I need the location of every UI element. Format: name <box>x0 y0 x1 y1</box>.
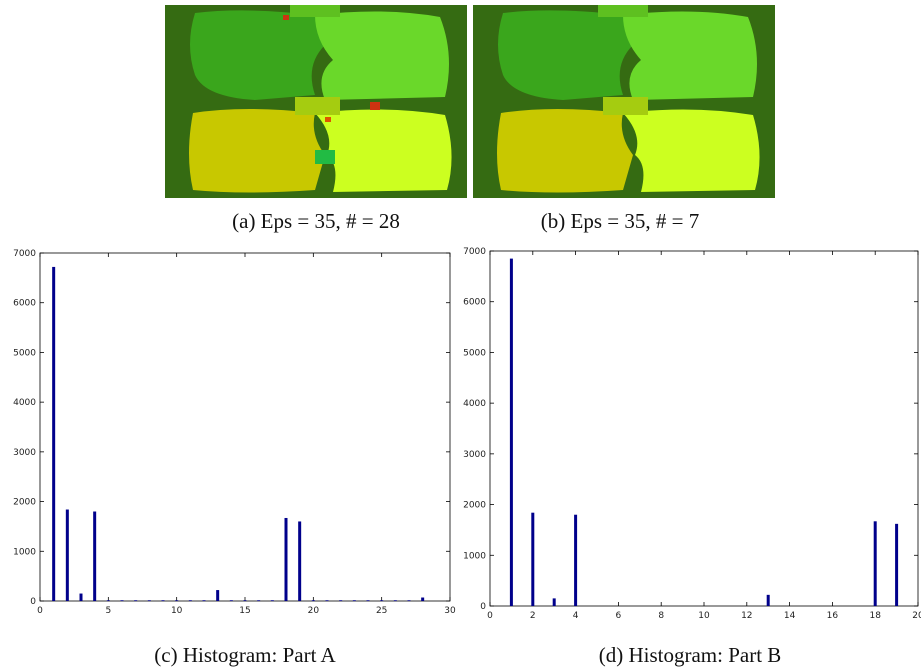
y-tick-label: 6000 <box>13 299 36 309</box>
bar <box>257 600 260 601</box>
bar <box>553 598 556 606</box>
bar <box>895 524 898 606</box>
x-tick-label: 25 <box>376 606 387 616</box>
x-tick-label: 6 <box>616 611 622 621</box>
bar <box>93 512 96 601</box>
y-tick-label: 7000 <box>13 249 36 259</box>
bar <box>767 595 770 606</box>
y-tick-label: 1000 <box>463 551 486 561</box>
bar <box>285 518 288 601</box>
x-tick-label: 0 <box>487 611 493 621</box>
page: (a) Eps = 35, # = 28 (b) Eps = 35, # = 7… <box>0 0 921 672</box>
bar <box>66 510 69 601</box>
caption: (b) Eps = 35, # = 7 <box>541 209 699 233</box>
bar <box>175 600 178 601</box>
bar <box>162 600 165 601</box>
bar <box>298 521 301 601</box>
y-tick-label: 4000 <box>463 399 486 409</box>
bar <box>80 594 83 601</box>
bar <box>367 600 370 601</box>
bar <box>394 600 397 601</box>
bar <box>574 515 577 606</box>
bar <box>874 521 877 606</box>
y-tick-label: 0 <box>30 597 36 607</box>
x-tick-label: 14 <box>784 611 796 621</box>
bar <box>52 267 55 601</box>
caption: (a) Eps = 35, # = 28 <box>232 209 400 233</box>
image-a <box>165 5 467 198</box>
x-tick-label: 12 <box>741 611 752 621</box>
y-tick-label: 3000 <box>463 450 486 460</box>
y-tick-label: 0 <box>480 602 486 612</box>
caption: (d) Histogram: Part B <box>599 643 782 667</box>
bar <box>421 598 424 601</box>
bar <box>339 600 342 601</box>
bar <box>326 600 329 601</box>
x-tick-label: 2 <box>530 611 536 621</box>
plot-frame <box>490 251 918 606</box>
y-tick-label: 5000 <box>13 348 36 358</box>
y-tick-label: 7000 <box>463 247 486 257</box>
bar <box>408 600 411 601</box>
x-tick-label: 10 <box>698 611 710 621</box>
x-tick-label: 5 <box>105 606 111 616</box>
x-tick-label: 0 <box>37 606 43 616</box>
image-b <box>473 5 775 198</box>
x-tick-label: 18 <box>869 611 881 621</box>
y-tick-label: 6000 <box>463 298 486 308</box>
figure: (a) Eps = 35, # = 28 (b) Eps = 35, # = 7… <box>0 0 921 672</box>
x-tick-label: 20 <box>308 606 320 616</box>
caption: (c) Histogram: Part A <box>154 643 336 667</box>
bar <box>271 600 274 601</box>
x-tick-label: 15 <box>239 606 250 616</box>
bar <box>216 590 219 601</box>
y-tick-label: 5000 <box>463 348 486 358</box>
x-tick-label: 16 <box>827 611 839 621</box>
bar <box>107 600 110 601</box>
x-tick-label: 20 <box>912 611 921 621</box>
y-tick-label: 3000 <box>13 448 36 458</box>
y-tick-label: 1000 <box>13 547 36 557</box>
y-tick-label: 2000 <box>463 501 486 511</box>
bar <box>134 600 137 601</box>
y-tick-label: 2000 <box>13 498 36 508</box>
x-tick-label: 10 <box>171 606 183 616</box>
y-tick-label: 4000 <box>13 398 36 408</box>
bar <box>312 600 315 601</box>
bar <box>510 259 513 606</box>
plot-frame <box>40 253 450 601</box>
bar <box>230 600 233 601</box>
bar <box>353 600 356 601</box>
bar <box>244 600 247 601</box>
bar <box>189 600 192 601</box>
x-tick-label: 30 <box>444 606 456 616</box>
x-tick-label: 4 <box>573 611 579 621</box>
x-tick-label: 8 <box>658 611 664 621</box>
bar <box>203 600 206 601</box>
bar <box>148 600 151 601</box>
bar <box>531 513 534 606</box>
bar <box>380 600 383 601</box>
bar <box>121 600 124 601</box>
